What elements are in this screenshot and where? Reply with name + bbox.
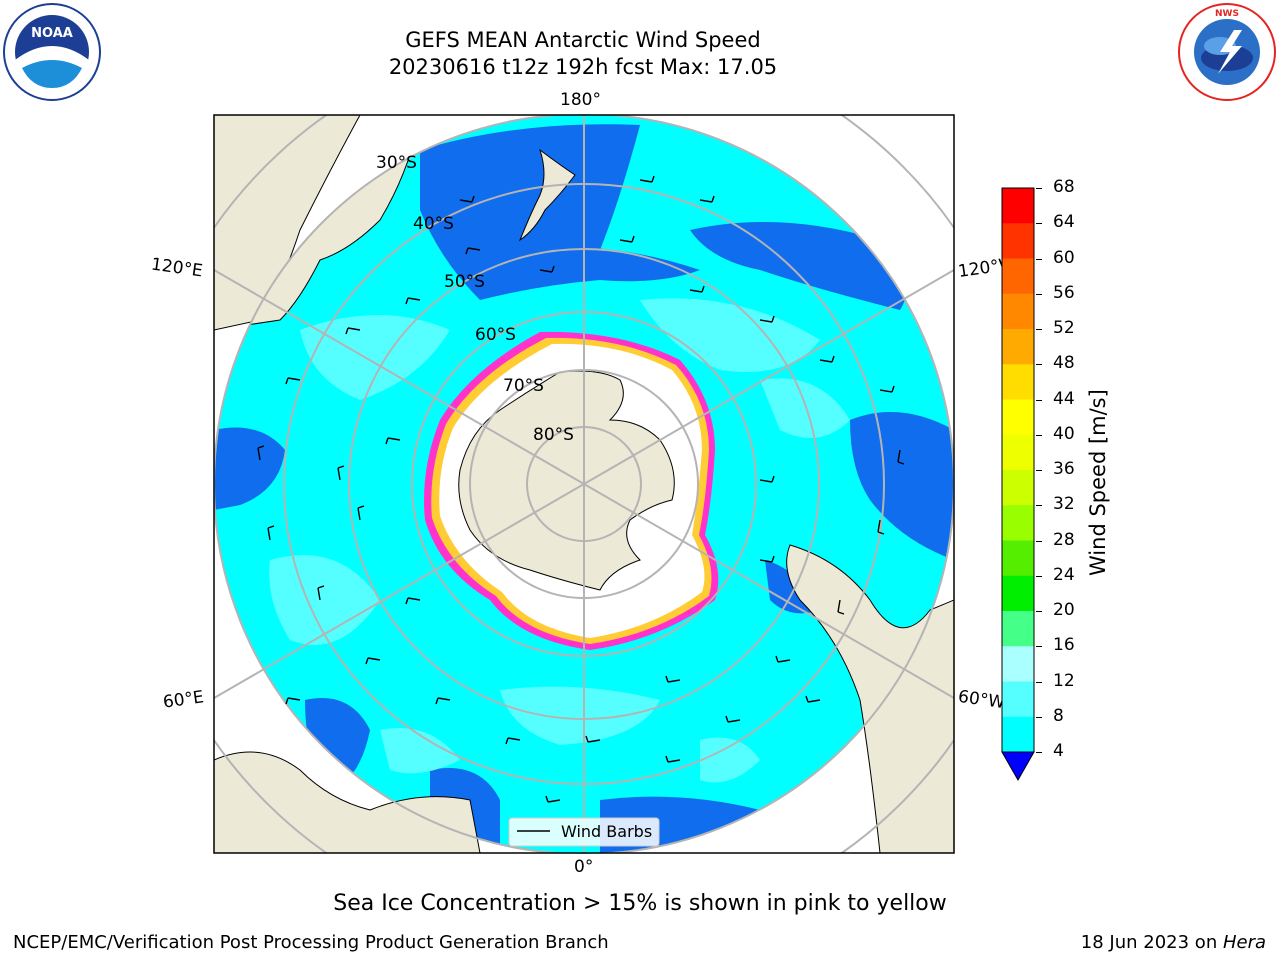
nws-logo-icon: NWS xyxy=(1178,3,1276,101)
colorbar-tick-mark xyxy=(1036,293,1042,295)
colorbar-bin xyxy=(1002,329,1034,365)
lat-label-80s: 80°S xyxy=(533,425,574,445)
colorbar-bin xyxy=(1002,505,1034,541)
colorbar-label: Wind Speed [m/s] xyxy=(1086,389,1110,576)
colorbar-tick-label: 36 xyxy=(1053,459,1075,479)
lat-label-40s: 40°S xyxy=(413,214,454,234)
colorbar-tick-mark xyxy=(1036,681,1042,683)
legend-label: Wind Barbs xyxy=(561,822,652,841)
colorbar-tick-label: 60 xyxy=(1053,247,1075,268)
colorbar-tick-mark xyxy=(1036,646,1042,648)
noaa-logo-text: NOAA xyxy=(31,26,73,41)
chart-title-line2: 20230616 t12z 192h fcst Max: 17.05 xyxy=(388,55,778,79)
colorbar-bin xyxy=(1002,611,1034,647)
colorbar-tick-mark xyxy=(1036,540,1042,542)
land-antarctica xyxy=(458,370,675,591)
colorbar-tick-label: 20 xyxy=(1053,600,1075,620)
lat-label-70s: 70°S xyxy=(503,376,544,396)
footer-left: NCEP/EMC/Verification Post Processing Pr… xyxy=(13,932,609,953)
lat-label-50s: 50°S xyxy=(444,272,485,292)
lon-label-bottom: 0° xyxy=(574,857,594,877)
colorbar-bin xyxy=(1002,540,1034,577)
wind-barbs xyxy=(257,175,905,803)
lon-label-top: 180° xyxy=(560,90,601,110)
colorbar-bin xyxy=(1002,223,1034,259)
colorbar-bin xyxy=(1002,434,1034,471)
colorbar-tick-label: 40 xyxy=(1053,423,1075,444)
colorbar-tick-label: 28 xyxy=(1053,529,1075,550)
colorbar-tick-mark xyxy=(1036,329,1042,330)
colorbar-tick-mark xyxy=(1036,188,1042,189)
sea-ice-note: Sea Ice Concentration > 15% is shown in … xyxy=(333,891,947,916)
colorbar-bin xyxy=(1002,364,1034,400)
land-new-zealand xyxy=(518,148,576,242)
colorbar-tick-mark xyxy=(1036,505,1042,507)
colorbar-tick-mark xyxy=(1036,611,1042,612)
colorbar-tick-label: 4 xyxy=(1053,741,1064,761)
colorbar-tick-label: 64 xyxy=(1053,212,1075,233)
lat-label-30s: 30°S xyxy=(376,153,417,173)
colorbar-tick-label: 68 xyxy=(1053,177,1075,197)
map-frame xyxy=(213,114,955,854)
lat-labels: 30°S 40°S 50°S 60°S 70°S 80°S xyxy=(376,153,574,445)
footer-right: 18 Jun 2023 on Hera xyxy=(1081,932,1266,953)
colorbar-tick-label: 16 xyxy=(1053,635,1075,656)
chart-title-line1: GEFS MEAN Antarctic Wind Speed xyxy=(405,28,761,52)
colorbar-tick-mark xyxy=(1036,575,1042,577)
colorbar-tick-label: 44 xyxy=(1053,388,1075,409)
colorbar-bin xyxy=(1002,399,1034,436)
colorbar-tick-mark xyxy=(1036,258,1042,260)
colorbar-extend-arrow xyxy=(1001,751,1035,782)
colorbar-tick-label: 24 xyxy=(1053,564,1075,585)
legend: Wind Barbs xyxy=(508,817,660,847)
colorbar-tick-label: 32 xyxy=(1053,494,1075,515)
colorbar-bin xyxy=(1002,188,1034,224)
colorbar xyxy=(1001,187,1035,782)
footer-host: Hera xyxy=(1222,932,1266,953)
colorbar-bin xyxy=(1002,258,1034,295)
colorbar-bin xyxy=(1002,575,1034,612)
svg-text:NWS: NWS xyxy=(1215,9,1239,19)
colorbar-tick-mark xyxy=(1036,364,1042,366)
colorbar-tick-mark xyxy=(1036,470,1042,471)
colorbar-tick-label: 8 xyxy=(1053,705,1064,726)
graticule xyxy=(214,115,954,853)
colorbar-tick-label: 12 xyxy=(1053,670,1075,691)
colorbar-bin xyxy=(1002,716,1034,753)
colorbar-tick-mark xyxy=(1036,399,1042,401)
colorbar-tick-label: 56 xyxy=(1053,282,1075,303)
colorbar-bin xyxy=(1002,293,1034,330)
colorbar-bin xyxy=(1002,470,1034,506)
noaa-logo-icon: NOAA xyxy=(3,3,101,101)
colorbar-tick-mark xyxy=(1036,223,1042,225)
colorbar-tick-label: 52 xyxy=(1053,318,1075,338)
colorbar-tick-mark xyxy=(1036,434,1042,436)
footer-date: 18 Jun 2023 on xyxy=(1080,932,1223,953)
colorbar-bin xyxy=(1002,681,1034,718)
lat-label-60s: 60°S xyxy=(475,325,516,345)
colorbar-tick-mark xyxy=(1036,716,1042,718)
colorbar-tick-label: 48 xyxy=(1053,353,1075,374)
colorbar-bin xyxy=(1002,646,1034,682)
colorbar-tick-mark xyxy=(1036,752,1042,753)
